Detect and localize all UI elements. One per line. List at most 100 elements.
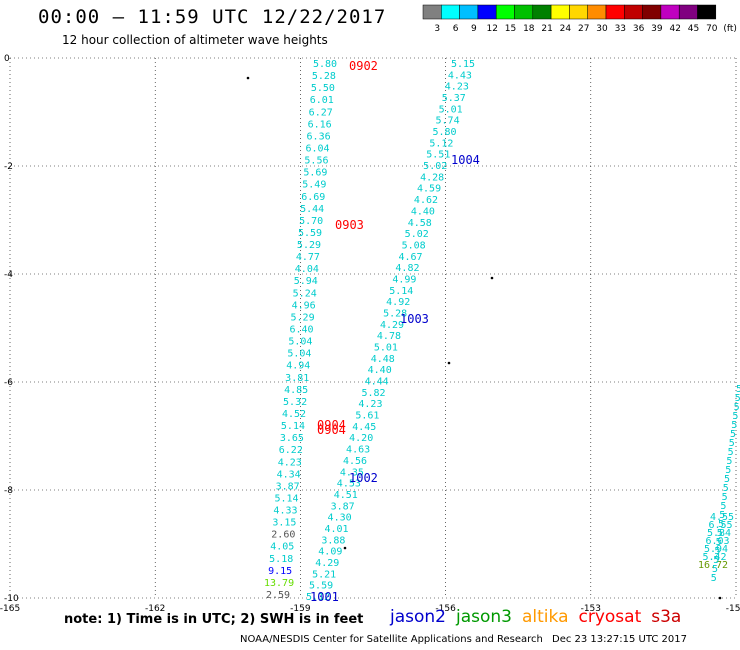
legend-swatch bbox=[532, 4, 552, 20]
swh-value-label: 5.14 bbox=[281, 421, 305, 432]
swh-value-label: 5.84 bbox=[707, 528, 731, 539]
legend-label: 45 bbox=[688, 24, 699, 34]
swh-value-label: 6.69 bbox=[301, 192, 325, 203]
swh-value-fragment: 5 bbox=[714, 546, 720, 557]
swh-value-fragment: 5 bbox=[712, 564, 718, 575]
swh-value-label: 3.65 bbox=[280, 433, 304, 444]
legend-label: (ft) bbox=[723, 24, 737, 34]
swh-value-label: 4.77 bbox=[296, 252, 320, 263]
swh-value-label: 4.29 bbox=[315, 558, 339, 569]
footer-timestamp: Dec 23 13:27:15 UTC 2017 bbox=[552, 634, 687, 645]
swh-value-label: 5.28 bbox=[312, 71, 336, 82]
swh-value-fragment: 5 bbox=[713, 555, 719, 566]
swh-value-label: 5.94 bbox=[294, 276, 318, 287]
swh-value-label: 4.23 bbox=[278, 457, 302, 468]
y-tick-label: -10 bbox=[4, 594, 19, 604]
legend-swatch bbox=[642, 4, 662, 20]
swh-value-label: 4.43 bbox=[448, 70, 472, 81]
swh-value-label: 4.96 bbox=[292, 300, 316, 311]
legend-swatch bbox=[441, 4, 460, 20]
legend-swatch bbox=[477, 4, 497, 20]
swh-value-label: 5.14 bbox=[274, 493, 298, 504]
storm-id-label: 1002 bbox=[349, 471, 378, 485]
legend-label: 15 bbox=[505, 24, 516, 34]
storm-id-label: 1003 bbox=[400, 312, 429, 326]
satellite-legend: jason2 jason3 altika cryosat s3a bbox=[390, 607, 691, 627]
legend-label: 36 bbox=[633, 24, 645, 34]
swh-value-fragment: 5 bbox=[735, 393, 740, 404]
swh-value-label: 5.56 bbox=[304, 156, 328, 167]
legend-label: 18 bbox=[523, 24, 535, 34]
swh-value-label: 4.29 bbox=[380, 320, 404, 331]
legend-swatch bbox=[495, 4, 515, 20]
page-title: 00:00 – 11:59 UTC 12/22/2017 bbox=[38, 6, 387, 28]
swh-value-fragment: 5 bbox=[736, 384, 740, 395]
storm-id-label: 0904 bbox=[317, 418, 346, 432]
swh-value-label: 6.55 bbox=[708, 520, 732, 531]
swh-value-label: 6.27 bbox=[309, 107, 333, 118]
swh-value-label: 2.59 bbox=[266, 590, 290, 601]
swh-value-label: 5.42 bbox=[702, 552, 726, 563]
swh-value-label: 4.44 bbox=[365, 377, 389, 388]
y-tick-label: -6 bbox=[4, 378, 13, 388]
swh-value-label: 5.02 bbox=[405, 229, 429, 240]
swh-value-label: 4.28 bbox=[420, 172, 444, 183]
swh-value-label: 5.01 bbox=[439, 104, 463, 115]
swh-value-label: 4.67 bbox=[399, 252, 423, 263]
swh-value-label: 4.63 bbox=[346, 445, 370, 456]
color-legend: 3 6 9 12 15 18 21 24 27 30 33 36 39 42 45 70 (ft) bbox=[422, 4, 737, 34]
swh-value-fragment: 5 bbox=[728, 447, 734, 458]
swh-value-label: 4.92 bbox=[386, 297, 410, 308]
swh-value-label: 6.16 bbox=[308, 119, 332, 130]
swh-value-label: 4.34 bbox=[277, 469, 301, 480]
swh-value-label: 9.15 bbox=[268, 566, 292, 577]
swh-value-label: 6.22 bbox=[279, 445, 303, 456]
swh-value-label: 6.01 bbox=[310, 95, 334, 106]
satellite-label: altika bbox=[522, 607, 569, 627]
swh-value-label: 5.80 bbox=[432, 127, 456, 138]
swh-value-label: 5.12 bbox=[429, 138, 453, 149]
x-tick-label: -159 bbox=[290, 604, 311, 614]
satellite-label: cryosat bbox=[578, 607, 642, 627]
swh-value-label: 3.87 bbox=[331, 501, 355, 512]
swh-value-fragment: 5 bbox=[720, 501, 726, 512]
storm-id-label: 1004 bbox=[451, 153, 480, 167]
legend-label: 3 bbox=[434, 24, 440, 34]
legend-label: 33 bbox=[615, 24, 626, 34]
swh-value-label: 5.59 bbox=[309, 581, 333, 592]
axis-ticks: -165 -162 -159 -156 -153 -150 0 -2 -4 -6 -8 -10 bbox=[0, 54, 740, 614]
legend-label: 9 bbox=[471, 24, 477, 34]
satellite-label: jason2 bbox=[390, 607, 446, 627]
swh-value-fragment: 5 bbox=[730, 429, 736, 440]
swh-value-fragment: 5 bbox=[716, 537, 722, 548]
swh-value-label: 3.87 bbox=[276, 481, 300, 492]
swh-value-label: 5.70 bbox=[299, 216, 323, 227]
legend-label: 12 bbox=[486, 24, 497, 34]
footer-credit: NOAA/NESDIS Center for Satellite Applica… bbox=[240, 634, 543, 645]
swh-value-label: 5.37 bbox=[442, 93, 466, 104]
swh-value-label: 5.14 bbox=[389, 286, 413, 297]
x-tick-label: -162 bbox=[145, 604, 165, 614]
swh-value-label: 4.04 bbox=[295, 264, 319, 275]
swh-value-label: 4.94 bbox=[286, 361, 310, 372]
x-tick-label: -165 bbox=[0, 604, 20, 614]
swh-value-label: 3.88 bbox=[321, 535, 345, 546]
swh-value-label: 4.05 bbox=[270, 542, 294, 553]
storm-id-label: 1001 bbox=[310, 590, 339, 604]
swh-value-fragment: 5 bbox=[724, 474, 730, 485]
swh-value-label: 4.45 bbox=[352, 422, 376, 433]
legend-label: 6 bbox=[453, 24, 459, 34]
swh-value-label: 5.44 bbox=[300, 204, 324, 215]
legend-swatch bbox=[422, 4, 442, 20]
swh-value-label: 5.82 bbox=[361, 388, 385, 399]
point-marker bbox=[343, 546, 347, 550]
legend-label: 30 bbox=[596, 24, 608, 34]
legend-swatch bbox=[660, 4, 680, 20]
legend-swatch bbox=[605, 4, 625, 20]
swh-value-label: 4.51 bbox=[334, 490, 358, 501]
x-tick-label: -156 bbox=[435, 604, 456, 614]
swh-value-label: 4.33 bbox=[273, 506, 297, 517]
swh-value-label: 4.59 bbox=[417, 184, 441, 195]
swh-value-label: 5.61 bbox=[355, 411, 379, 422]
